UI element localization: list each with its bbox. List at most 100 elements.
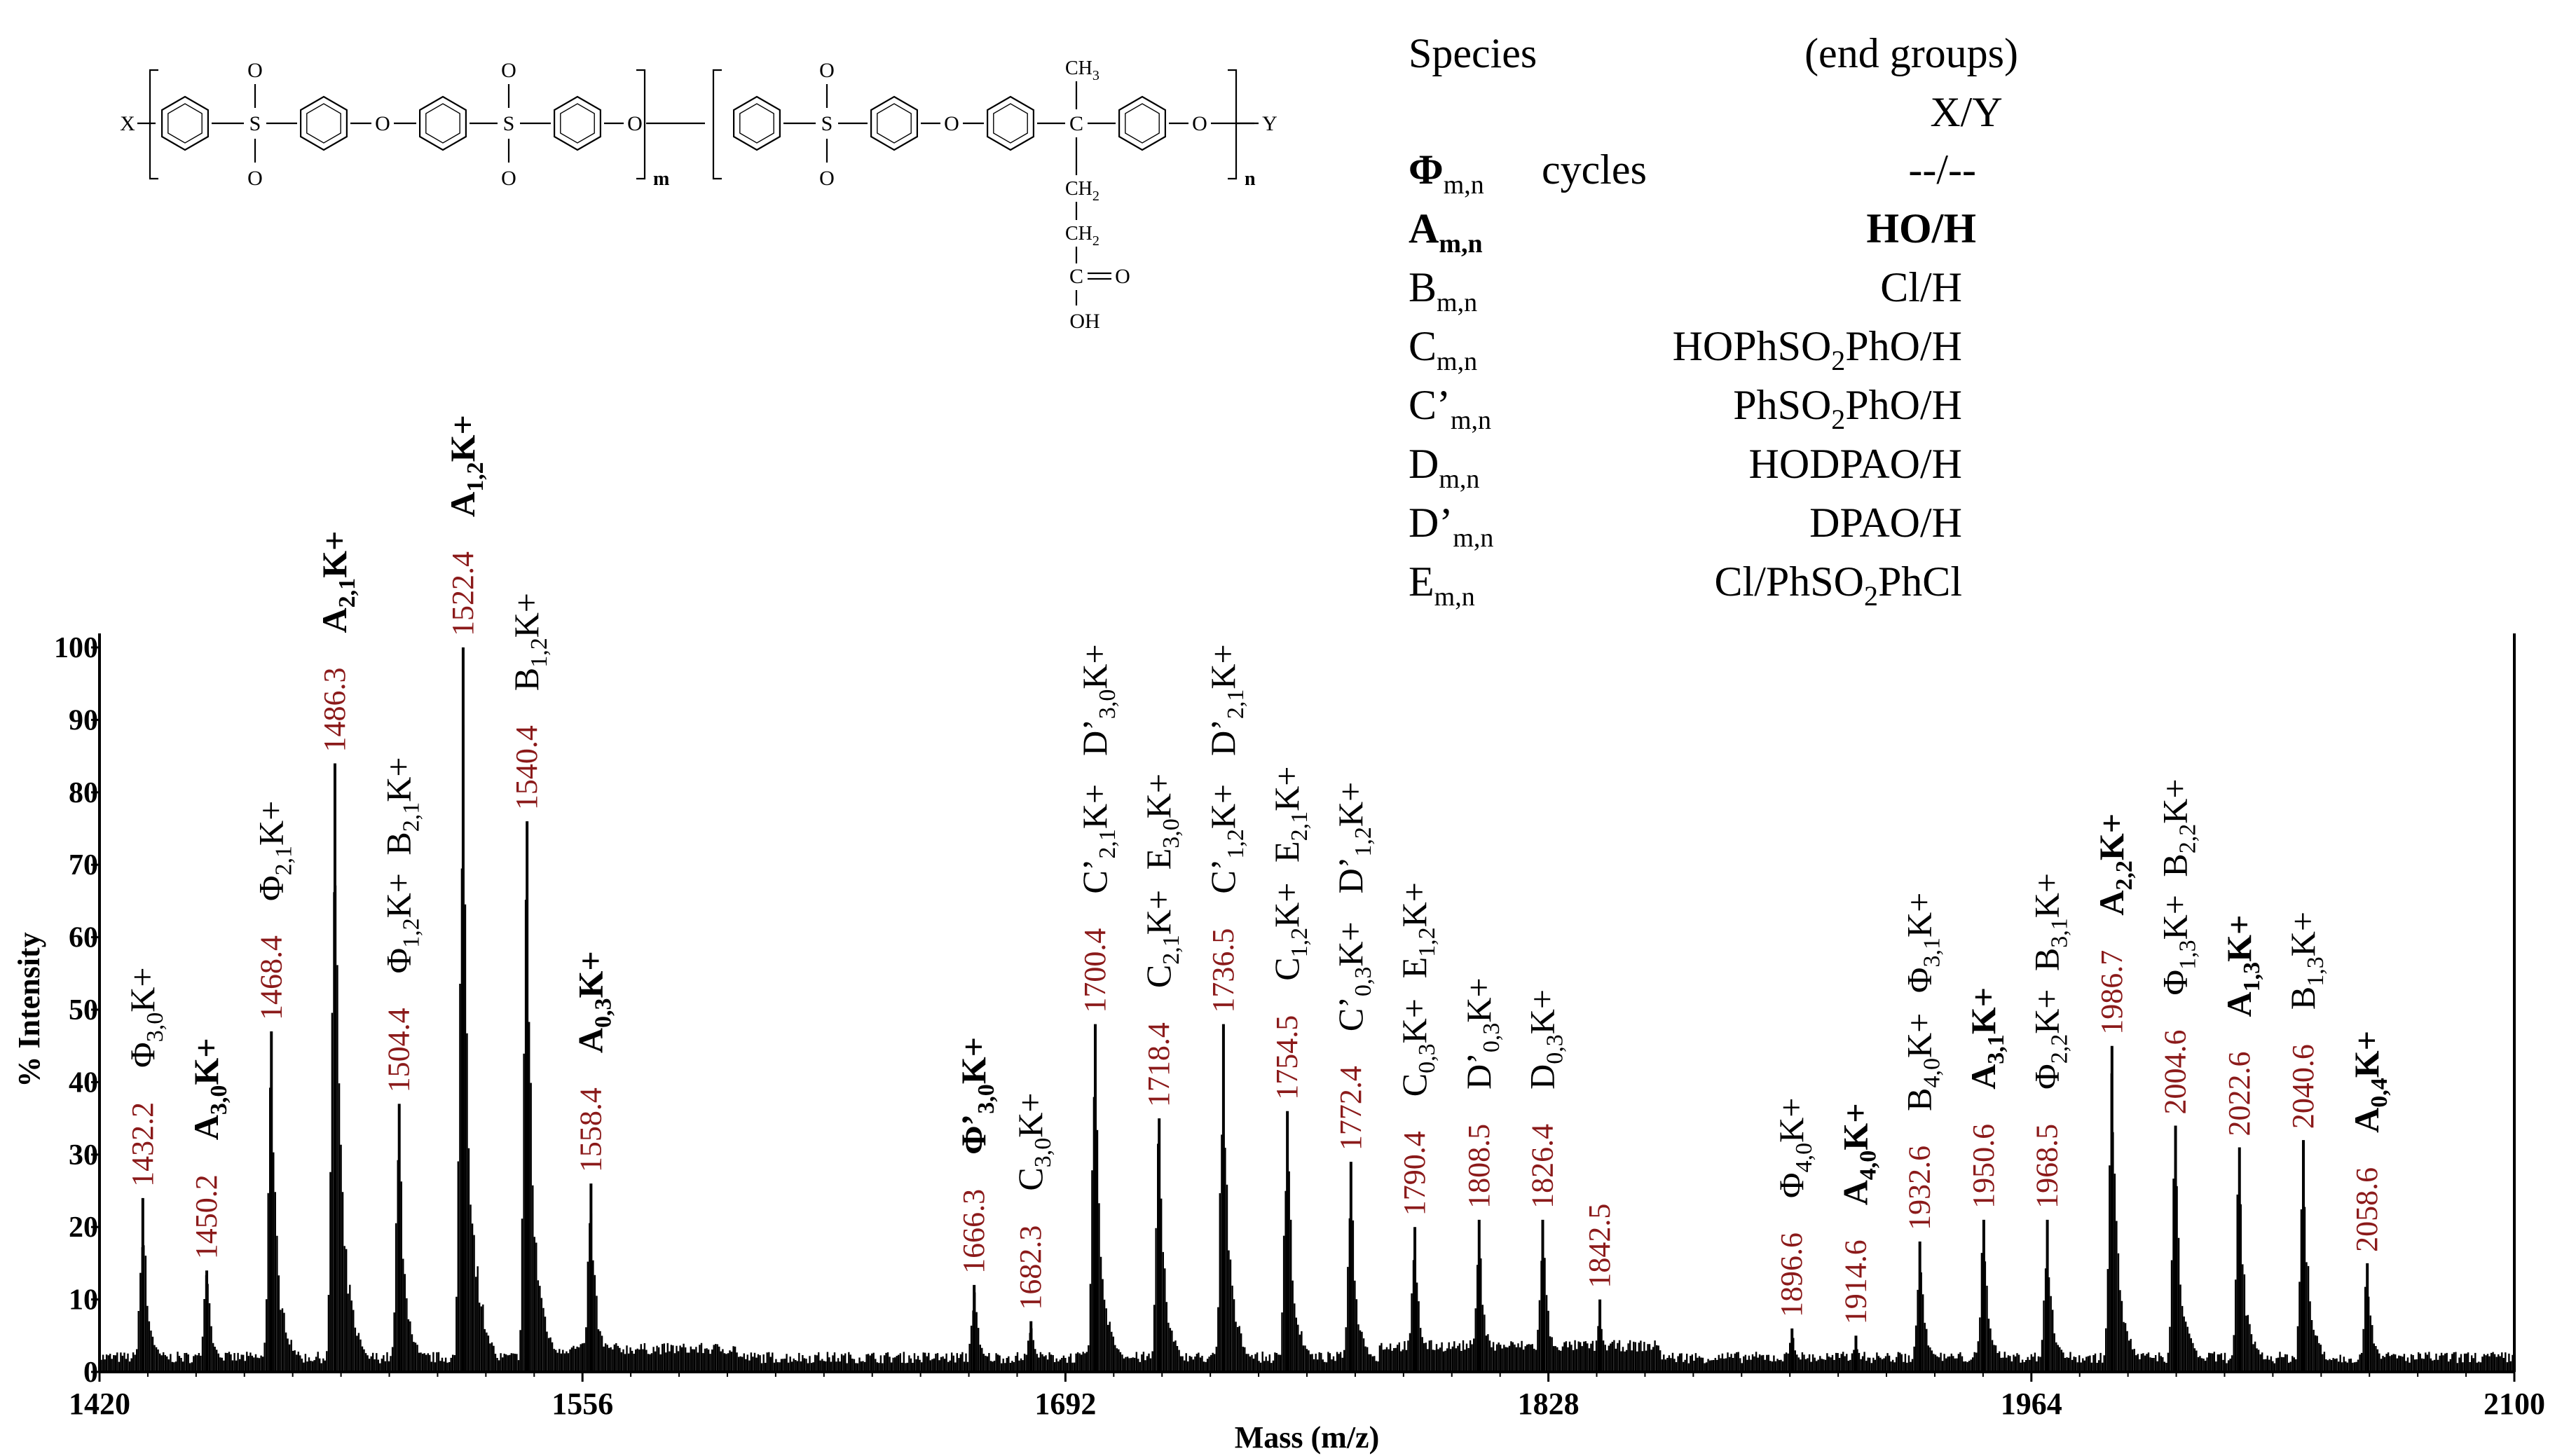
peak-species-label: C’2,1K+ — [1075, 784, 1121, 894]
bracket-m-right — [636, 69, 646, 180]
legend-extra-0: cycles — [1542, 146, 1647, 193]
peak-species-label: E1,2K+ — [1395, 882, 1440, 978]
peak-species-label: D’3,0K+ — [1075, 644, 1121, 756]
ring-3-inner — [425, 103, 460, 144]
legend-end-group-6: DPAO/H — [1809, 500, 1962, 546]
y-tick-label: 100 — [54, 632, 98, 664]
x-tick-label: 1692 — [1034, 1387, 1096, 1421]
quaternary-c: C — [1069, 112, 1083, 135]
peak-species-label: E3,0K+ — [1139, 774, 1184, 870]
legend-end-group-4: PhSO2PhO/H — [1733, 382, 1962, 435]
peak-mz-label: 1486.3 — [317, 667, 352, 752]
peak-species-label: C1,2K+ — [1267, 883, 1313, 981]
ring-8-inner — [1125, 103, 1160, 144]
subscript-n: n — [1245, 168, 1256, 190]
sulfone-1-s: S — [249, 112, 261, 135]
ring-4-inner — [560, 103, 595, 144]
peak-species-label: C3,0K+ — [1010, 1092, 1056, 1190]
ring-2 — [300, 95, 348, 151]
hydroxyl-label: OH — [1069, 310, 1099, 333]
peak-mz-label: 1914.6 — [1838, 1239, 1872, 1324]
y-end-label: Y — [1262, 112, 1277, 135]
ch2-label-1: CH2 — [1065, 178, 1099, 204]
y-tick-label: 80 — [69, 777, 98, 809]
ring-7 — [986, 95, 1035, 151]
sulfone-1-o-top: O — [247, 59, 263, 82]
peak-mz-label: 1968.5 — [2030, 1124, 2064, 1209]
bracket-n-right — [1228, 69, 1238, 180]
peak-species-label: C2,1K+ — [1139, 890, 1184, 988]
legend-end-group-1: HO/H — [1866, 205, 1976, 252]
y-tick-label: 60 — [69, 922, 98, 954]
peak-mz-label: 1932.6 — [1903, 1146, 1937, 1230]
peak-mz-label: 1826.4 — [1525, 1124, 1559, 1209]
legend-species-1: Am,n — [1409, 205, 1483, 259]
peak-species-label: A4,0K+ — [1835, 1103, 1881, 1205]
legend-species-7: Em,n — [1409, 558, 1475, 612]
legend-species-0: Φm,n — [1409, 146, 1484, 200]
y-tick-label: 40 — [69, 1066, 98, 1099]
x-tick-label: 1828 — [1518, 1387, 1580, 1421]
bracket-m-left — [149, 69, 158, 180]
peak-species-label: C’1,2K+ — [1203, 784, 1249, 894]
peak-species-label: A1,3K+ — [2219, 914, 2265, 1017]
peak-species-label: A2,1K+ — [315, 530, 360, 633]
y-tick-label: 10 — [69, 1284, 98, 1317]
peak-species-label: Φ2,1K+ — [251, 801, 296, 901]
x-end-label: X — [120, 112, 135, 135]
y-tick-label: 20 — [69, 1211, 98, 1244]
peak-species-label: C’0,3K+ — [1331, 921, 1376, 1031]
peak-species-label: A0,4K+ — [2347, 1031, 2392, 1133]
peak-mz-label: 1558.4 — [573, 1087, 608, 1172]
peak-mz-label: 2022.6 — [2222, 1051, 2256, 1136]
ring-8 — [1118, 95, 1167, 151]
ether-o-4: O — [1192, 112, 1207, 135]
peak-species-label: Φ1,2K+ — [379, 873, 425, 973]
spectrum-trace — [98, 724, 2516, 1372]
legend-header-xy: X/Y — [1930, 89, 2002, 135]
legend-end-group-2: Cl/H — [1880, 264, 1962, 310]
sulfone-2-o-top: O — [501, 59, 516, 82]
peak-mz-label: 1432.2 — [125, 1102, 160, 1187]
peak-species-label: B1,2K+ — [507, 593, 552, 691]
ether-o-1: O — [375, 112, 390, 135]
ether-o-3: O — [944, 112, 959, 135]
sulfone-2-o-bottom: O — [501, 167, 516, 190]
legend-end-group-5: HODPAO/H — [1748, 441, 1962, 487]
sulfone-3-o-bottom: O — [819, 167, 835, 190]
legend-species-3: Cm,n — [1409, 323, 1477, 376]
ring-6 — [870, 95, 919, 151]
ether-o-2: O — [627, 112, 643, 135]
mass-spectrum: 0 10 20 30 40 50 60 70 80 90 100 1420 1556 1692 1828 19… — [12, 415, 2545, 1455]
peak-species-label: E2,1K+ — [1267, 767, 1313, 863]
legend-species-5: Dm,n — [1409, 441, 1479, 494]
peak-mz-label: 1808.5 — [1462, 1124, 1496, 1209]
y-tick-label: 70 — [69, 849, 98, 881]
y-tick-label: 50 — [69, 994, 98, 1026]
peak-mz-label: 2040.6 — [2286, 1044, 2320, 1129]
ch2-label-2: CH2 — [1065, 223, 1099, 249]
peak-mz-label: 2058.6 — [2350, 1167, 2384, 1252]
peak-species-label: A0,3K+ — [570, 951, 616, 1053]
ch3-label: CH3 — [1065, 57, 1099, 83]
legend-header-end-groups: (end groups) — [1804, 30, 2018, 76]
sulfone-1-o-bottom: O — [247, 167, 263, 190]
peak-mz-label: 1842.5 — [1582, 1204, 1617, 1289]
peak-species-label: C0,3K+ — [1395, 998, 1440, 1097]
sulfone-2-s: S — [503, 112, 515, 135]
x-axis-title: Mass (m/z) — [1235, 1420, 1380, 1455]
peak-mz-label: 1986.7 — [2095, 950, 2129, 1035]
carbonyl-o: O — [1115, 265, 1130, 288]
legend-end-group-0: --/-- — [1908, 146, 1976, 193]
sulfone-3-s: S — [821, 112, 833, 135]
peak-species-label: Φ3,0K+ — [123, 967, 168, 1067]
peak-mz-label: 1896.6 — [1774, 1232, 1809, 1317]
y-tick-label: 0 — [83, 1357, 98, 1389]
peak-mz-label: 1950.6 — [1966, 1124, 2001, 1209]
peak-mz-label: 1772.4 — [1334, 1066, 1368, 1151]
legend-species-6: D’m,n — [1409, 500, 1493, 553]
peak-species-label: B3,1K+ — [2027, 873, 2073, 971]
peak-species-label: B4,0K+ — [1900, 1013, 1945, 1111]
x-tick-label: 1964 — [2001, 1387, 2062, 1421]
peak-species-label: B2,1K+ — [379, 757, 425, 855]
